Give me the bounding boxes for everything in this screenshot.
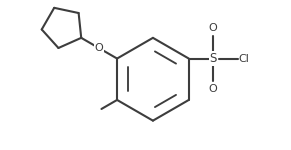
Text: O: O — [94, 43, 103, 53]
Text: S: S — [210, 52, 217, 65]
Text: Cl: Cl — [239, 54, 250, 64]
Text: O: O — [209, 84, 218, 94]
Text: O: O — [209, 23, 218, 33]
